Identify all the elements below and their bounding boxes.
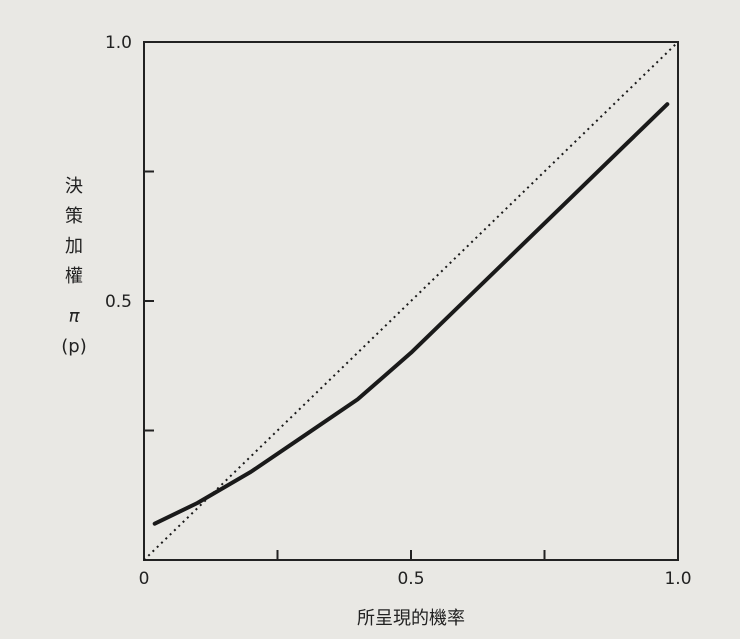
tick-labels: 0 0.5 1.0 0.5 1.0 <box>105 33 692 589</box>
y-axis-title-line-1: 策 <box>65 206 83 227</box>
plot-frame <box>143 41 679 561</box>
ticks <box>144 170 546 560</box>
x-tick-label-0: 0 <box>139 569 150 589</box>
decision-weight-curve <box>152 102 670 526</box>
y-axis-title-line-2: 加 <box>65 236 83 257</box>
y-tick-label-1: 1.0 <box>105 33 132 53</box>
y-tick-label-0: 0.5 <box>105 292 132 312</box>
y-axis-title-line-4: π <box>69 306 81 327</box>
y-axis-title-line-3: 權 <box>65 266 83 287</box>
series-group <box>143 41 679 561</box>
diagonal-reference-line <box>143 41 679 561</box>
x-axis-title: 所呈現的機率 <box>357 608 465 629</box>
y-axis-title-line-5: (p) <box>61 336 86 357</box>
x-tick-label-2: 1.0 <box>664 569 691 589</box>
x-tick-label-1: 0.5 <box>397 569 424 589</box>
y-axis-title-line-0: 決 <box>65 176 83 197</box>
